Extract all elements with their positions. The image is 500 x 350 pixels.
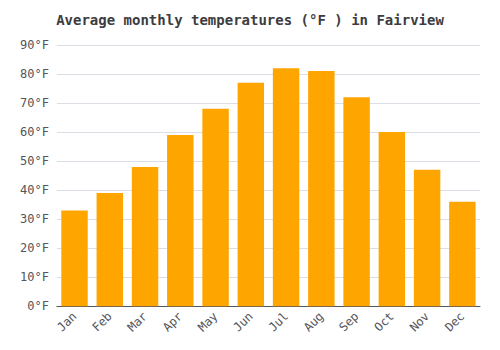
- svg-text:30°F: 30°F: [20, 212, 49, 226]
- svg-text:Aug: Aug: [301, 309, 326, 334]
- svg-text:0°F: 0°F: [27, 299, 49, 313]
- svg-text:Apr: Apr: [160, 309, 185, 334]
- svg-text:May: May: [195, 309, 220, 334]
- svg-text:20°F: 20°F: [20, 241, 49, 255]
- svg-text:70°F: 70°F: [20, 96, 49, 110]
- svg-text:Jan: Jan: [54, 309, 79, 334]
- svg-text:90°F: 90°F: [20, 38, 49, 52]
- svg-text:Mar: Mar: [125, 309, 150, 334]
- svg-text:Jul: Jul: [266, 309, 291, 334]
- svg-text:Oct: Oct: [372, 309, 397, 334]
- svg-text:60°F: 60°F: [20, 125, 49, 139]
- svg-text:Jun: Jun: [231, 309, 256, 334]
- svg-text:50°F: 50°F: [20, 154, 49, 168]
- svg-text:Feb: Feb: [90, 309, 115, 334]
- svg-text:Dec: Dec: [442, 309, 467, 334]
- svg-text:80°F: 80°F: [20, 67, 49, 81]
- svg-text:Sep: Sep: [336, 309, 361, 334]
- svg-text:Average monthly temperatures (: Average monthly temperatures (°F ) in Fa…: [56, 12, 444, 28]
- svg-text:Nov: Nov: [407, 309, 432, 334]
- svg-text:10°F: 10°F: [20, 270, 49, 284]
- svg-text:40°F: 40°F: [20, 183, 49, 197]
